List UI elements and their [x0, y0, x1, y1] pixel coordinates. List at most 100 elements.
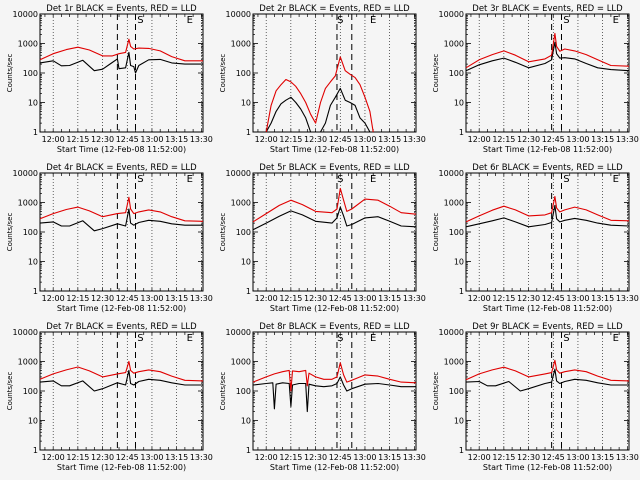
- y-tick-label: 10000: [439, 169, 464, 178]
- x-tick-label: 13:15: [591, 135, 614, 144]
- x-tick-label: 13:15: [591, 294, 614, 303]
- x-tick-label: 13:15: [165, 135, 188, 144]
- series-line-events: [252, 376, 416, 413]
- y-tick-label: 1: [246, 128, 251, 137]
- y-tick-label: 10: [28, 417, 38, 426]
- plot-frame: [252, 331, 417, 451]
- chart-title: Det 1r BLACK = Events, RED = LLD: [46, 4, 197, 14]
- x-tick-label: 12:00: [255, 135, 278, 144]
- series-line-events: [39, 51, 203, 74]
- x-axis-label: Start Time (12-Feb-08 11:52:00): [270, 463, 399, 472]
- series-line-lld: [39, 38, 203, 62]
- x-tick-label: 12:15: [66, 135, 89, 144]
- chart-title: Det 8r BLACK = Events, RED = LLD: [259, 322, 410, 332]
- series-line-events: [252, 206, 417, 231]
- x-tick-label: 13:00: [353, 294, 376, 303]
- x-tick-label: 12:45: [542, 135, 565, 144]
- marker-label-s: S: [337, 15, 343, 26]
- y-tick-label: 100: [449, 387, 464, 396]
- x-tick-label: 13:30: [403, 135, 426, 144]
- plot-frame: [39, 172, 204, 292]
- x-tick-label: 12:15: [492, 453, 515, 462]
- x-tick-label: 13:15: [378, 135, 401, 144]
- y-axis-label: Counts/sec: [6, 372, 14, 411]
- x-tick-label: 12:15: [66, 294, 89, 303]
- x-tick-label: 13:30: [616, 294, 639, 303]
- y-tick-label: 1000: [231, 199, 251, 208]
- y-tick-label: 100: [23, 228, 38, 237]
- marker-label-e: E: [187, 15, 193, 26]
- series-line-events: [39, 208, 203, 232]
- x-tick-label: 12:45: [116, 135, 139, 144]
- marker-label-e: E: [187, 333, 193, 344]
- x-axis-label: Start Time (12-Feb-08 11:52:00): [57, 463, 186, 472]
- x-tick-label: 13:15: [378, 453, 401, 462]
- series-line-events: [39, 369, 203, 392]
- plot-frame: [465, 13, 630, 133]
- x-tick-label: 12:45: [116, 294, 139, 303]
- x-tick-label: 12:45: [116, 453, 139, 462]
- y-tick-label: 10000: [13, 10, 38, 19]
- series-line-lld: [465, 195, 630, 223]
- series-line-lld: [265, 56, 374, 133]
- y-tick-label: 1: [33, 287, 38, 296]
- y-tick-label: 10000: [226, 169, 251, 178]
- series-line-lld: [39, 360, 204, 382]
- y-tick-label: 1000: [444, 358, 464, 367]
- x-tick-label: 12:45: [542, 294, 565, 303]
- x-tick-label: 12:00: [468, 135, 491, 144]
- marker-label-s: S: [563, 174, 569, 185]
- y-tick-label: 10000: [439, 10, 464, 19]
- y-tick-label: 1: [33, 128, 38, 137]
- y-tick-label: 1000: [18, 40, 38, 49]
- series-line-events: [265, 87, 371, 133]
- x-tick-label: 12:00: [42, 453, 65, 462]
- y-tick-label: 10: [454, 99, 464, 108]
- x-tick-label: 13:30: [190, 135, 213, 144]
- x-tick-label: 12:00: [255, 294, 278, 303]
- x-tick-label: 13:15: [591, 453, 614, 462]
- x-tick-label: 12:30: [91, 294, 114, 303]
- y-axis-label: Counts/sec: [219, 213, 227, 252]
- y-axis-label: Counts/sec: [432, 372, 440, 411]
- x-tick-label: 13:00: [140, 135, 163, 144]
- x-tick-label: 12:15: [279, 453, 302, 462]
- y-axis-label: Counts/sec: [219, 54, 227, 93]
- y-tick-label: 1: [459, 128, 464, 137]
- y-tick-label: 1: [33, 446, 38, 455]
- y-tick-label: 100: [449, 69, 464, 78]
- y-tick-label: 1000: [18, 199, 38, 208]
- x-tick-label: 13:00: [566, 453, 589, 462]
- x-tick-label: 12:30: [304, 453, 327, 462]
- y-tick-label: 1: [246, 287, 251, 296]
- y-tick-label: 10: [454, 417, 464, 426]
- y-tick-label: 10000: [226, 328, 251, 337]
- chart-title: Det 4r BLACK = Events, RED = LLD: [46, 163, 197, 173]
- series-line-lld: [465, 359, 630, 382]
- x-tick-label: 12:15: [279, 294, 302, 303]
- marker-label-e: E: [613, 174, 619, 185]
- x-tick-label: 13:30: [616, 135, 639, 144]
- x-tick-label: 12:30: [304, 135, 327, 144]
- x-tick-label: 13:15: [165, 294, 188, 303]
- marker-label-s: S: [137, 15, 143, 26]
- y-tick-label: 10000: [13, 169, 38, 178]
- x-tick-label: 13:15: [165, 453, 188, 462]
- y-tick-label: 10000: [13, 328, 38, 337]
- x-axis-label: Start Time (12-Feb-08 11:52:00): [270, 145, 399, 154]
- y-tick-label: 1000: [444, 40, 464, 49]
- x-tick-label: 12:00: [42, 294, 65, 303]
- x-axis-label: Start Time (12-Feb-08 11:52:00): [57, 145, 186, 154]
- y-tick-label: 1000: [231, 358, 251, 367]
- plot-frame: [465, 172, 630, 292]
- series-line-events: [465, 41, 630, 72]
- y-tick-label: 100: [23, 69, 38, 78]
- x-tick-label: 13:30: [403, 453, 426, 462]
- y-axis-label: Counts/sec: [6, 213, 14, 252]
